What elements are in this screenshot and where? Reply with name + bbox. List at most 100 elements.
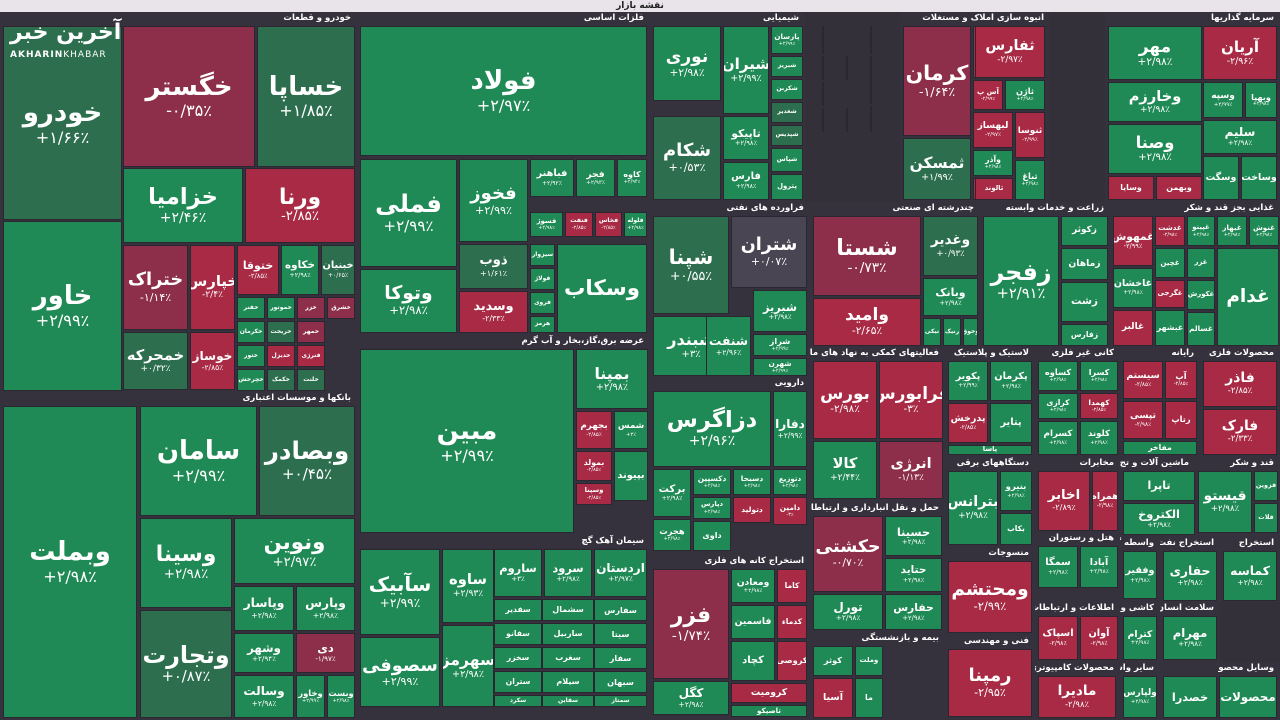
stock-tile[interactable]: سفانو [494,623,542,645]
sector-title[interactable]: کانی غیر فلزی [1051,348,1114,358]
stock-tile[interactable]: کوثر [813,646,853,676]
stock-tile[interactable]: سیستم -۲/۸۵٪ [1123,361,1163,399]
stock-tile[interactable]: وپاسار +۲/۹۸٪ [234,586,294,631]
stock-tile[interactable]: خپارس-۲/۴٪ [190,245,235,330]
sector-title[interactable]: خودرو و قطعات [283,13,351,23]
stock-tile[interactable]: فاذر -۲/۸۵٪ [1203,361,1277,407]
stock-tile[interactable]: فاسمین [731,605,775,639]
stock-tile[interactable]: خکمک [267,369,295,391]
stock-tile[interactable]: ثالوند [975,178,1013,200]
stock-tile[interactable]: خاور +۲/۹۹٪ [3,221,122,391]
sector-title[interactable]: هتل و رستوران [1048,533,1114,543]
stock-tile[interactable]: تورل +۲/۹۸٪ [813,594,883,630]
stock-tile[interactable]: وسدید -۲/۳۳٪ [459,291,528,333]
stock-tile[interactable]: وسپه +۲/۹۹٪ [1203,82,1243,118]
stock-tile[interactable]: ما [855,678,883,718]
stock-tile[interactable]: وسایا [1108,176,1154,200]
sector-title[interactable]: دارویی [774,378,804,388]
stock-tile[interactable]: آس پ -۲/۹۹٪ [973,80,1003,110]
stock-tile[interactable]: مبین +۲/۹۹٪ [360,349,574,533]
stock-tile[interactable]: بنیرو +۲/۹۸٪ [1000,471,1032,511]
stock-tile[interactable]: بجهرم -۲/۸۵٪ [576,411,612,449]
stock-tile[interactable]: همراه -۲/۹۸٪ [1092,471,1118,531]
sector-title[interactable]: مخابرات [1079,458,1114,468]
stock-tile[interactable]: فنفت -۲/۸۵٪ [565,212,593,237]
stock-tile[interactable]: محصولات [1219,676,1277,718]
sector-title[interactable]: لاستیک و پلاستیک [953,348,1029,358]
stock-tile[interactable]: زشت [1061,282,1108,322]
stock-tile[interactable]: قیستو +۲/۹۸٪ [1198,471,1252,533]
stock-tile[interactable]: شمس +۳٪ [614,411,648,449]
stock-tile[interactable]: ساربیل [542,623,594,645]
stock-tile[interactable]: شکام +۰/۵۳٪ [653,116,721,200]
stock-tile[interactable]: مادیرا -۲/۹۸٪ [1038,676,1116,718]
stock-tile[interactable]: سغرب [542,647,594,669]
sector-title[interactable]: فنی و مهندسی [963,636,1029,646]
stock-tile[interactable]: ثنوسا -۲/۹۹٪ [1015,112,1045,158]
stock-tile[interactable]: دکسپین +۲/۹۸٪ [693,469,731,495]
stock-tile[interactable]: ومحتشم -۲/۹۹٪ [948,561,1032,633]
stock-tile[interactable]: قلات [1254,503,1278,533]
stock-tile[interactable]: زکوثر [1061,216,1108,246]
stock-tile[interactable]: حکشتی -۰/۷۰٪ [813,516,883,592]
stock-tile[interactable]: خموتور [267,297,295,319]
stock-tile[interactable]: شنفت +۲/۹۶٪ [706,316,751,376]
sector-title[interactable]: سایر واسطه [1120,663,1154,673]
stock-tile[interactable]: بکاب [1000,513,1032,545]
stock-tile[interactable]: شهرن +۲/۹۹٪ [753,358,807,376]
stock-tile[interactable]: شغدیر [771,102,803,123]
stock-tile[interactable]: ولپارس +۲/۹۸٪ [1123,676,1157,718]
stock-tile[interactable]: فلوله +۲/۹۸٪ [624,212,647,237]
sector-title[interactable]: وسایل محصو [1218,663,1274,673]
stock-tile[interactable]: شتران +۰/۰۷٪ [731,216,807,288]
stock-tile[interactable]: آبادا +۲/۹۸٪ [1080,546,1118,588]
stock-tile[interactable]: الکتروخ +۲/۹۸٪ [1123,503,1195,535]
stock-tile[interactable]: غپینو +۲/۹۸٪ [1187,216,1215,246]
stock-tile[interactable]: خساپا +۱/۸۵٪ [257,26,355,167]
stock-tile[interactable]: آریان -۲/۹۶٪ [1203,26,1277,80]
stock-tile[interactable]: اسپاک -۲/۹۸٪ [1038,616,1078,660]
stock-tile[interactable]: سفارس [594,599,647,621]
stock-tile[interactable]: وتجارت +۰/۸۷٪ [140,610,232,718]
stock-tile[interactable]: خودرو +۱/۶۶٪ [3,26,122,220]
stock-tile[interactable]: خلنت [297,369,325,391]
stock-tile[interactable]: هرمز [530,316,555,333]
stock-tile[interactable]: پتایر [990,403,1032,443]
stock-tile[interactable]: شبریز +۲/۹۸٪ [753,290,807,332]
stock-tile[interactable]: شخارک [870,106,872,132]
stock-tile[interactable]: کچاد [731,641,775,681]
sector-title[interactable]: استخراج نفت [1160,538,1214,548]
stock-tile[interactable]: سآبیک +۲/۹۹٪ [360,549,440,635]
stock-tile[interactable]: سرود +۲/۹۸٪ [544,549,592,597]
sector-title[interactable]: واسطه گریهای [1120,538,1154,548]
stock-tile[interactable]: آوان -۲/۹۸٪ [1080,616,1118,660]
stock-tile[interactable]: شاراک [846,56,848,80]
stock-tile[interactable]: کاما [777,569,807,603]
stock-tile[interactable]: خچرخش [237,369,265,391]
stock-tile[interactable]: کترام +۲/۹۸٪ [1123,616,1157,660]
stock-tile[interactable]: شپنا +۰/۵۵٪ [653,216,729,314]
sector-title[interactable]: محصولات کامپیوتری [1035,663,1114,673]
stock-tile[interactable]: وغدیر +۰/۹۳٪ [923,216,978,276]
stock-tile[interactable]: فنرژی [297,345,325,367]
stock-tile[interactable]: غزر [1187,248,1215,278]
stock-tile[interactable]: کرومیت [731,683,807,703]
stock-tile[interactable]: وبانک +۲/۹۸٪ [923,278,978,316]
sector-title[interactable]: منسوجات [988,548,1029,558]
stock-tile[interactable]: فملی +۲/۹۹٪ [360,159,457,267]
stock-tile[interactable]: ختراک -۱/۱۴٪ [123,245,188,330]
stock-tile[interactable]: رمپنا -۲/۹۵٪ [948,649,1032,717]
stock-tile[interactable]: نوری +۲/۹۸٪ [653,26,721,101]
stock-tile[interactable]: ثباغ +۲/۹۸٪ [1015,160,1045,200]
stock-tile[interactable]: کهمدا -۲/۸۵٪ [1080,393,1118,419]
stock-tile[interactable]: داوی [693,521,731,551]
stock-tile[interactable]: فولاد +۲/۹۷٪ [360,26,647,156]
sector-title[interactable]: زراعت و خدمات وابسته [1005,203,1104,213]
stock-tile[interactable]: خگستر -۰/۳۵٪ [123,26,255,167]
stock-tile[interactable]: بمپنا +۲/۹۸٪ [576,349,648,409]
stock-tile[interactable]: سصوفی +۲/۹۹٪ [360,637,440,707]
stock-tile[interactable]: سیتا [594,623,647,645]
stock-tile[interactable]: وفقیر +۲/۹۸٪ [1123,551,1157,599]
stock-tile[interactable]: سشمال [542,599,594,621]
stock-tile[interactable]: پکویر +۲/۹۹٪ [948,361,988,401]
